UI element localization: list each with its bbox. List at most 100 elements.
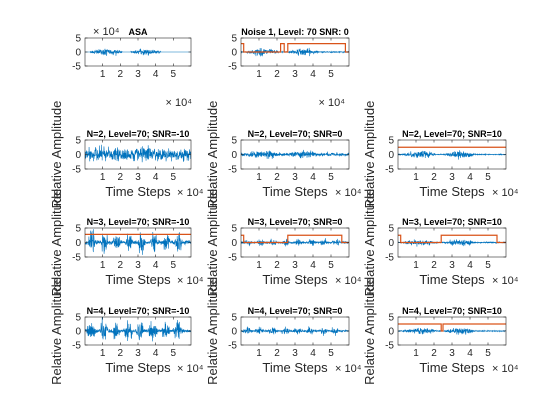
- x-axis-label: Time Steps: [419, 272, 485, 287]
- x-tick-label: 4: [153, 69, 159, 80]
- signal-line: [241, 238, 349, 247]
- x-tick-label: 5: [171, 348, 177, 359]
- x-axis-label: Time Steps: [105, 184, 171, 199]
- y-axis-label: Relative Amplitude: [362, 277, 377, 385]
- x-tick-label: 3: [135, 260, 141, 271]
- axis-multiplier: × 10⁴: [177, 363, 204, 375]
- axis-multiplier: × 10⁴: [492, 363, 519, 375]
- signal-line: [85, 48, 191, 56]
- y-tick-label: 5: [388, 313, 394, 324]
- y-tick-label: 5: [388, 224, 394, 235]
- y-tick-label: -5: [228, 341, 237, 352]
- x-tick-label: 3: [449, 172, 455, 183]
- x-tick-label: 5: [485, 348, 491, 359]
- y-axis-label: Relative Amplitude: [49, 277, 64, 385]
- y-tick-label: -5: [72, 62, 81, 73]
- x-axis-label: Time Steps: [419, 184, 485, 199]
- x-tick-label: 2: [274, 69, 280, 80]
- subplot-2: 1 2 3 4 5 5 0 -5 Noise 1, Level: 70 SNR: 0: [228, 27, 350, 80]
- y-tick-label: 0: [388, 327, 394, 338]
- subplot-9: 1 2 3 4 550-5N=4, Level=70; SNR=-10× 10⁴Time…: [49, 277, 204, 385]
- axis-multiplier: × 10⁴: [335, 275, 362, 287]
- x-tick-label: 4: [467, 172, 473, 183]
- y-tick-label: 5: [75, 136, 81, 147]
- signal-line: [85, 229, 191, 255]
- axis-multiplier: × 10⁴: [166, 97, 193, 109]
- y-tick-label: 5: [388, 136, 394, 147]
- y-tick-label: 5: [231, 224, 237, 235]
- subplot-title: N=4, Level=70; SNR=-10: [87, 306, 190, 316]
- x-tick-label: 5: [485, 172, 491, 183]
- axis-multiplier: × 10⁴: [492, 275, 519, 287]
- y-tick-label: 5: [231, 313, 237, 324]
- y-tick-label: 0: [388, 238, 394, 249]
- y-tick-label: 5: [75, 224, 81, 235]
- y-tick-label: 5: [231, 136, 237, 147]
- signal-line: [398, 327, 506, 335]
- y-tick-label: 0: [75, 327, 81, 338]
- signal-line: [85, 144, 191, 163]
- x-tick-label: 3: [292, 172, 298, 183]
- y-tick-label: 0: [75, 150, 81, 161]
- x-tick-label: 3: [449, 260, 455, 271]
- subplot-7: 1 2 3 4 5 5 0 -5 N=3, Level=70; SNR=0 × 10⁴ Time S…: [205, 189, 362, 297]
- x-tick-label: 4: [467, 260, 473, 271]
- x-tick-label: 2: [118, 69, 124, 80]
- subplot-3: 1 2 3 4 550-5N=2, Level=70; SNR=-10× 10⁴Time…: [49, 101, 204, 209]
- x-tick-label: 2: [274, 172, 280, 183]
- x-tick-label: 3: [449, 348, 455, 359]
- x-tick-label: 4: [310, 260, 316, 271]
- x-tick-label: 1: [413, 172, 419, 183]
- step-line: [398, 234, 506, 244]
- x-tick-label: 5: [328, 172, 334, 183]
- y-axis-label: Relative Amplitude: [49, 189, 64, 297]
- signal-line: [85, 317, 191, 342]
- x-tick-label: 2: [431, 260, 437, 271]
- y-tick-label: -5: [228, 253, 237, 264]
- x-tick-label: 3: [135, 348, 141, 359]
- y-tick-label: 0: [388, 150, 394, 161]
- x-tick-label: 4: [153, 172, 159, 183]
- axis-multiplier: × 10⁴: [177, 187, 204, 199]
- y-tick-label: 0: [75, 48, 81, 59]
- y-tick-label: 0: [75, 238, 81, 249]
- signal-line: [241, 149, 349, 159]
- subplot-title: N=3, Level=70; SNR=-10: [87, 217, 190, 227]
- x-tick-label: 3: [292, 348, 298, 359]
- subplot-title: N=2, Level=70; SNR=-10: [87, 129, 190, 139]
- x-tick-label: 4: [153, 348, 159, 359]
- x-tick-label: 2: [274, 348, 280, 359]
- x-tick-label: 1: [256, 69, 262, 80]
- x-tick-label: 5: [328, 69, 334, 80]
- x-tick-label: 4: [153, 260, 159, 271]
- step-line: [398, 323, 506, 332]
- y-tick-label: -5: [385, 341, 394, 352]
- x-tick-label: 5: [171, 260, 177, 271]
- x-tick-label: 4: [467, 348, 473, 359]
- step-line: [241, 234, 349, 244]
- y-tick-label: 5: [231, 34, 237, 45]
- x-tick-label: 3: [292, 69, 298, 80]
- axis-multiplier: × 10⁴: [335, 363, 362, 375]
- subplot-title: N=2, Level=70; SNR=0: [248, 129, 343, 139]
- axis-multiplier: × 10⁴: [177, 275, 204, 287]
- x-tick-label: 5: [328, 348, 334, 359]
- y-axis-label: Relative Amplitude: [205, 101, 220, 209]
- signal-line: [241, 47, 349, 57]
- x-tick-label: 2: [274, 260, 280, 271]
- axis-multiplier: × 10⁴: [335, 187, 362, 199]
- x-tick-label: 4: [310, 348, 316, 359]
- subplot-title: N=4, Level=70; SNR=10: [402, 306, 502, 316]
- subplot-title: Noise 1, Level: 70 SNR: 0: [241, 27, 349, 37]
- x-axis-label: Time Steps: [262, 272, 328, 287]
- y-axis-label: Relative Amplitude: [205, 189, 220, 297]
- x-axis-label: Time Steps: [262, 360, 328, 375]
- subplot-6: 1 2 3 4 550-5N=3, Level=70; SNR=-10× 10⁴Time…: [49, 189, 204, 297]
- x-tick-label: 3: [135, 172, 141, 183]
- x-tick-label: 4: [310, 69, 316, 80]
- x-tick-label: 1: [256, 172, 262, 183]
- step-line: [241, 43, 349, 53]
- subplot-11: 1 2 3 4 5 5 0 -5 N=4, Level=70; SNR=10 × 10⁴ Time …: [362, 277, 519, 385]
